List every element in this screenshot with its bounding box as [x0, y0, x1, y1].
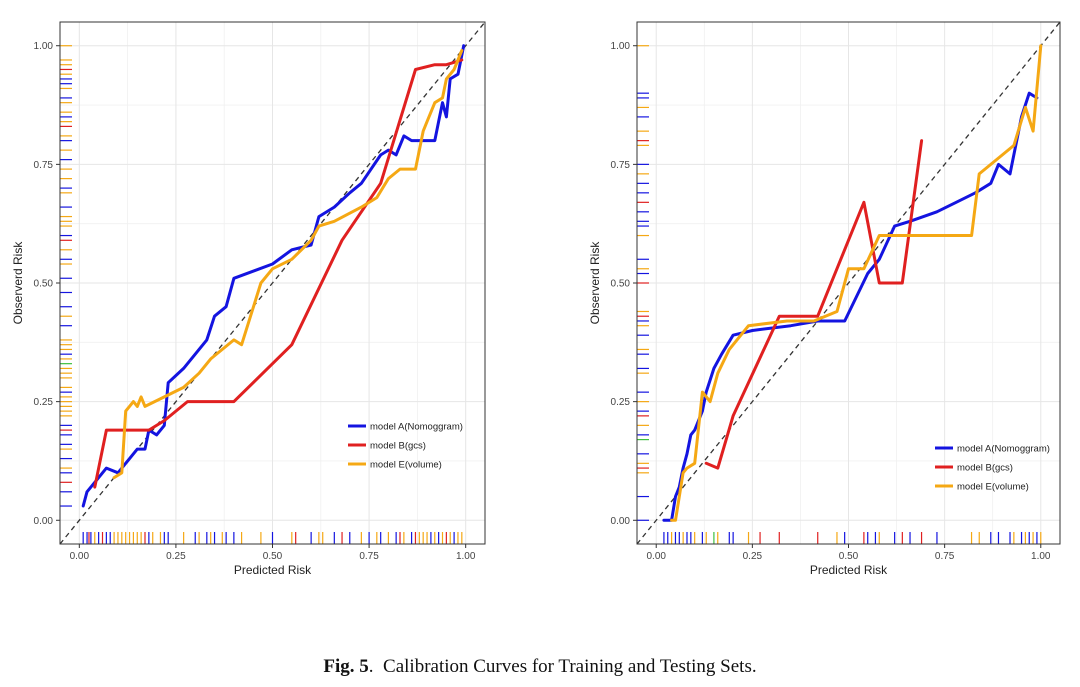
y-tick-label: 0.25: [611, 397, 631, 408]
figure-caption-label: Fig. 5: [323, 656, 369, 677]
x-tick-label: 0.75: [359, 551, 379, 562]
y-axis-title: Observerd Risk: [588, 241, 602, 325]
y-tick-label: 1.00: [34, 41, 54, 52]
x-axis-title: Predicted Risk: [810, 563, 888, 577]
y-tick-label: 0.00: [34, 516, 54, 527]
x-tick-label: 0.00: [646, 551, 666, 562]
figure-caption-text: Calibration Curves for Training and Test…: [383, 656, 757, 677]
y-tick-label: 0.25: [34, 397, 54, 408]
legend-label: model E(volume): [370, 460, 442, 471]
legend-label: model B(gcs): [957, 463, 1013, 474]
series-line-model-e: [112, 49, 464, 480]
y-tick-label: 0.75: [34, 160, 54, 171]
series-line-model-b: [93, 58, 464, 489]
chart-svg-training: 0.00 0.25 0.50 0.75 1.00 0.00 0.25 0.50 0.75 1.00…: [11, 21, 486, 577]
plot-border: [636, 21, 1061, 545]
x-tick-label: 1.00: [1031, 551, 1051, 562]
legend-label: model A(Nomoggram): [957, 444, 1050, 455]
series-line-model-a: [81, 44, 466, 508]
y-tick-label: 1.00: [611, 41, 631, 52]
y-tick-label: 0.50: [34, 279, 54, 290]
legend-label: model B(gcs): [370, 441, 426, 452]
x-tick-label: 0.75: [935, 551, 955, 562]
figure-caption: Fig. 5. Calibration Curves for Training …: [323, 656, 757, 677]
x-tick-label: 0.25: [166, 551, 186, 562]
calibration-chart-training: 0.00 0.25 0.50 0.75 1.00 0.00 0.25 0.50 0.75 1.00…: [0, 0, 520, 600]
series-line-model-a: [662, 91, 1039, 522]
x-tick-label: 0.00: [70, 551, 90, 562]
plot-content: [637, 22, 1060, 544]
y-axis-title: Observerd Risk: [11, 241, 25, 325]
x-tick-label: 1.00: [456, 551, 476, 562]
y-tick-label: 0.00: [611, 516, 631, 527]
legend-label: model E(volume): [957, 482, 1029, 493]
plot-border: [59, 21, 486, 545]
y-tick-label: 0.75: [611, 160, 631, 171]
reference-diagonal: [637, 22, 1060, 544]
chart-svg-testing: 0.00 0.25 0.50 0.75 1.00 0.00 0.25 0.50 0.75 1.00…: [588, 21, 1061, 577]
x-tick-label: 0.50: [839, 551, 859, 562]
series-line-model-e: [670, 44, 1043, 522]
legend-label: model A(Nomoggram): [370, 422, 463, 433]
y-tick-label: 0.50: [611, 279, 631, 290]
series-line-model-b: [704, 139, 924, 470]
plot-content: [60, 22, 485, 544]
x-tick-label: 0.25: [743, 551, 763, 562]
calibration-chart-testing: 0.00 0.25 0.50 0.75 1.00 0.00 0.25 0.50 0.75 1.00…: [580, 0, 1080, 600]
x-axis-title: Predicted Risk: [234, 563, 312, 577]
x-tick-label: 0.50: [263, 551, 283, 562]
